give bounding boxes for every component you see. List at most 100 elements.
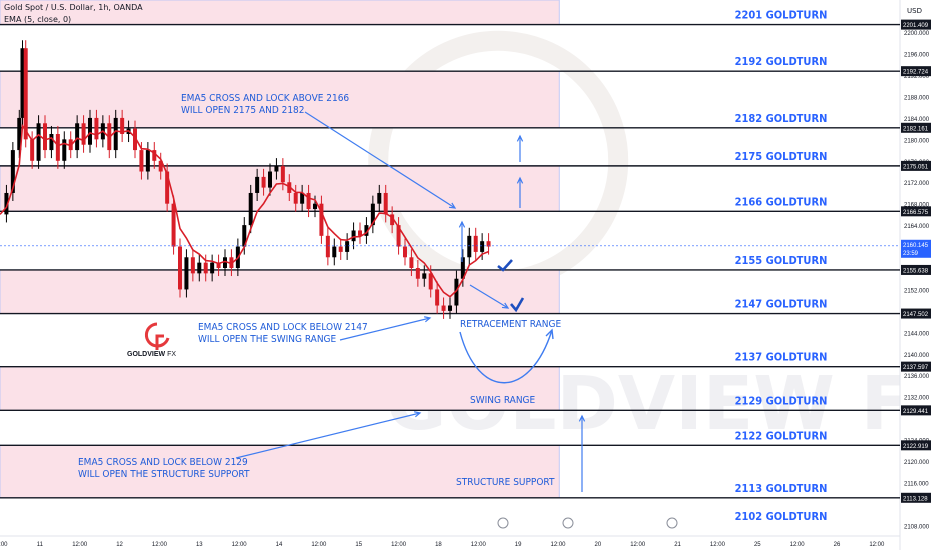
candle-body xyxy=(178,246,182,290)
candle-body xyxy=(274,166,279,172)
arrow-to-2147 xyxy=(339,317,431,341)
x-tick-label: 12:00 xyxy=(630,542,646,548)
candle-body xyxy=(422,273,427,279)
supply-demand-zone xyxy=(0,269,560,315)
x-tick-label: 19 xyxy=(515,542,522,548)
candle-body xyxy=(242,225,247,247)
supply-demand-zone xyxy=(0,0,560,26)
y-tick-label: 2196.000 xyxy=(904,53,930,59)
candle-body xyxy=(75,123,80,151)
logo-text: GOLDVIEW xyxy=(127,351,166,358)
arrow-to-2166 xyxy=(304,111,456,209)
candle-body xyxy=(383,192,388,215)
candle-body xyxy=(248,192,253,226)
goldturn-label: 2113 GOLDTURN xyxy=(735,482,828,495)
candle-body xyxy=(190,257,195,274)
y-tick-label: 2108.000 xyxy=(904,524,930,530)
level-price-tag-text: 2129.441 xyxy=(903,409,929,415)
candle-body xyxy=(261,176,266,188)
level-price-tag xyxy=(901,122,931,133)
level-price-tag xyxy=(901,206,931,217)
x-tick-label: 12:00 xyxy=(550,542,566,548)
flash-icon xyxy=(497,517,509,529)
arrow-to-2147-head xyxy=(424,316,432,323)
level-price-tag-text: 2192.724 xyxy=(903,70,929,76)
candle-body xyxy=(448,305,452,311)
candle-body xyxy=(36,123,41,161)
x-tick-label: 12:00 xyxy=(869,542,885,548)
x-tick-label: 12:00 xyxy=(152,542,168,548)
candle-body xyxy=(223,257,227,268)
candle-body xyxy=(467,235,472,258)
y-tick-label: 2136.000 xyxy=(904,374,930,380)
candle-body xyxy=(88,117,92,145)
goldturn-label: 2102 GOLDTURN xyxy=(735,510,828,523)
goldturn-label: 2147 GOLDTURN xyxy=(735,298,828,311)
goldturn-label: 2175 GOLDTURN xyxy=(735,150,828,163)
candle-body xyxy=(20,48,25,118)
y-tick-label: 2180.000 xyxy=(904,138,930,144)
y-tick-label: 2172.000 xyxy=(904,181,930,187)
candle-body xyxy=(345,241,350,252)
candle-body xyxy=(113,117,118,151)
x-tick-label: 20 xyxy=(595,542,602,548)
candle-body xyxy=(403,246,407,258)
goldturn-label: 2201 GOLDTURN xyxy=(735,9,828,22)
x-tick-label: 11 xyxy=(37,542,44,548)
level-price-tag-text: 2155.638 xyxy=(903,268,929,274)
countdown-text: 23:59 xyxy=(903,251,919,257)
y-tick-label: 2200.000 xyxy=(904,31,930,37)
arrow-to-2129 xyxy=(235,412,421,459)
candle-body xyxy=(460,257,465,279)
candle-body xyxy=(94,117,99,140)
level-price-tag-text: 2113.128 xyxy=(903,496,928,502)
candle-body xyxy=(313,203,317,210)
x-tick-label: 12:00 xyxy=(232,542,248,548)
logo-g-icon xyxy=(144,322,170,350)
supply-demand-zone xyxy=(0,165,560,212)
arrow-to-2166-head xyxy=(448,202,457,209)
candle-body xyxy=(332,246,337,258)
candle-body xyxy=(351,230,356,242)
arrow-down-2147 xyxy=(469,284,509,309)
candle-body xyxy=(396,225,401,247)
candle-body xyxy=(268,171,272,188)
candle-body xyxy=(152,150,157,161)
y-tick-label: 2120.000 xyxy=(904,460,930,466)
candle-body xyxy=(81,123,86,145)
x-tick-label: 12:00 xyxy=(391,542,407,548)
x-tick-label: 14 xyxy=(276,542,283,548)
us-flag-icon xyxy=(666,517,678,529)
candle-body xyxy=(23,48,28,140)
supply-demand-zone xyxy=(0,70,560,129)
candle-body xyxy=(364,225,369,236)
candle-body xyxy=(43,123,47,151)
swing-range-arc xyxy=(459,329,553,384)
candle-body xyxy=(435,289,440,306)
candle-body xyxy=(480,241,485,252)
x-tick-label: 15 xyxy=(355,542,362,548)
goldturn-label: 2129 GOLDTURN xyxy=(735,394,828,407)
price-axis-panel xyxy=(900,0,932,550)
candle-body xyxy=(409,257,414,268)
candle-body xyxy=(390,214,395,226)
x-tick-label: 21 xyxy=(674,542,681,548)
candle-body xyxy=(306,192,311,210)
candle-body xyxy=(165,171,170,204)
current-price-tag xyxy=(901,239,931,258)
candle-body xyxy=(139,150,144,172)
currency-label: USD xyxy=(907,7,922,15)
goldturn-label: 2155 GOLDTURN xyxy=(735,254,828,267)
us-flag-icon xyxy=(562,517,574,529)
goldview-logo: GOLDVIEW FX xyxy=(127,320,187,360)
y-tick-label: 2164.000 xyxy=(904,224,930,230)
candle-body xyxy=(210,262,215,274)
arrow-up-structure-head xyxy=(578,414,586,422)
level-price-tag xyxy=(901,492,931,503)
level-price-tag xyxy=(901,308,931,319)
label-swing-range: SWING RANGE xyxy=(470,395,536,406)
candle-body xyxy=(216,262,221,268)
y-tick-label: 2140.000 xyxy=(904,353,930,359)
candle-body xyxy=(415,268,420,279)
